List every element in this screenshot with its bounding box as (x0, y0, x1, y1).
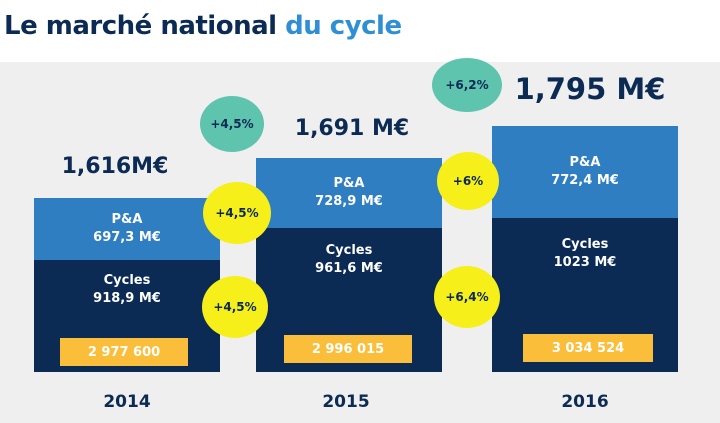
total-label-2016: 1,795 M€ (514, 72, 666, 106)
year-2016: 2016 (561, 392, 609, 412)
year-2015: 2015 (322, 392, 370, 412)
growth-cycles-2015-bubble: +4,5% (202, 276, 268, 338)
pa-value-2014: 697,3 M€ (93, 230, 161, 245)
page-title: Le marché national du cycle (4, 6, 402, 46)
cycles-value-2014: 918,9 M€ (93, 291, 161, 306)
cycles-series-label: Cycles (325, 243, 373, 258)
growth-cycles-2016-bubble: +6,4% (434, 266, 500, 328)
cycles-series-label: Cycles (561, 237, 609, 252)
pa-series-label: P&A (111, 212, 143, 227)
bar-pa-2014: P&A 697,3 M€ (34, 198, 220, 260)
pa-series-label: P&A (333, 176, 365, 191)
bar-pa-2015: P&A 728,9 M€ (256, 158, 442, 228)
cycles-value-2016: 1023 M€ (553, 255, 617, 270)
cycles-series-label: Cycles (103, 273, 151, 288)
title-part-1: Le marché national (4, 11, 277, 41)
units-2016: 3 034 524 (523, 334, 653, 362)
pa-value-2016: 772,4 M€ (551, 173, 619, 188)
units-2015: 2 996 015 (284, 335, 412, 363)
pa-series-label: P&A (569, 155, 601, 170)
total-label-2014: 1,616M€ (61, 154, 169, 179)
growth-pa-2015-bubble: +4,5% (203, 182, 271, 244)
total-label-2015: 1,691 M€ (294, 116, 410, 141)
growth-total-2015-bubble: +4,5% (200, 96, 264, 152)
units-2014: 2 977 600 (60, 338, 188, 366)
year-2014: 2014 (103, 392, 151, 412)
growth-total-2016-bubble: +6,2% (432, 58, 502, 112)
title-part-2: du cycle (285, 11, 402, 41)
growth-pa-2016-bubble: +6% (437, 152, 499, 210)
cycles-value-2015: 961,6 M€ (315, 261, 383, 276)
bar-pa-2016: P&A 772,4 M€ (492, 126, 678, 218)
pa-value-2015: 728,9 M€ (315, 194, 383, 209)
